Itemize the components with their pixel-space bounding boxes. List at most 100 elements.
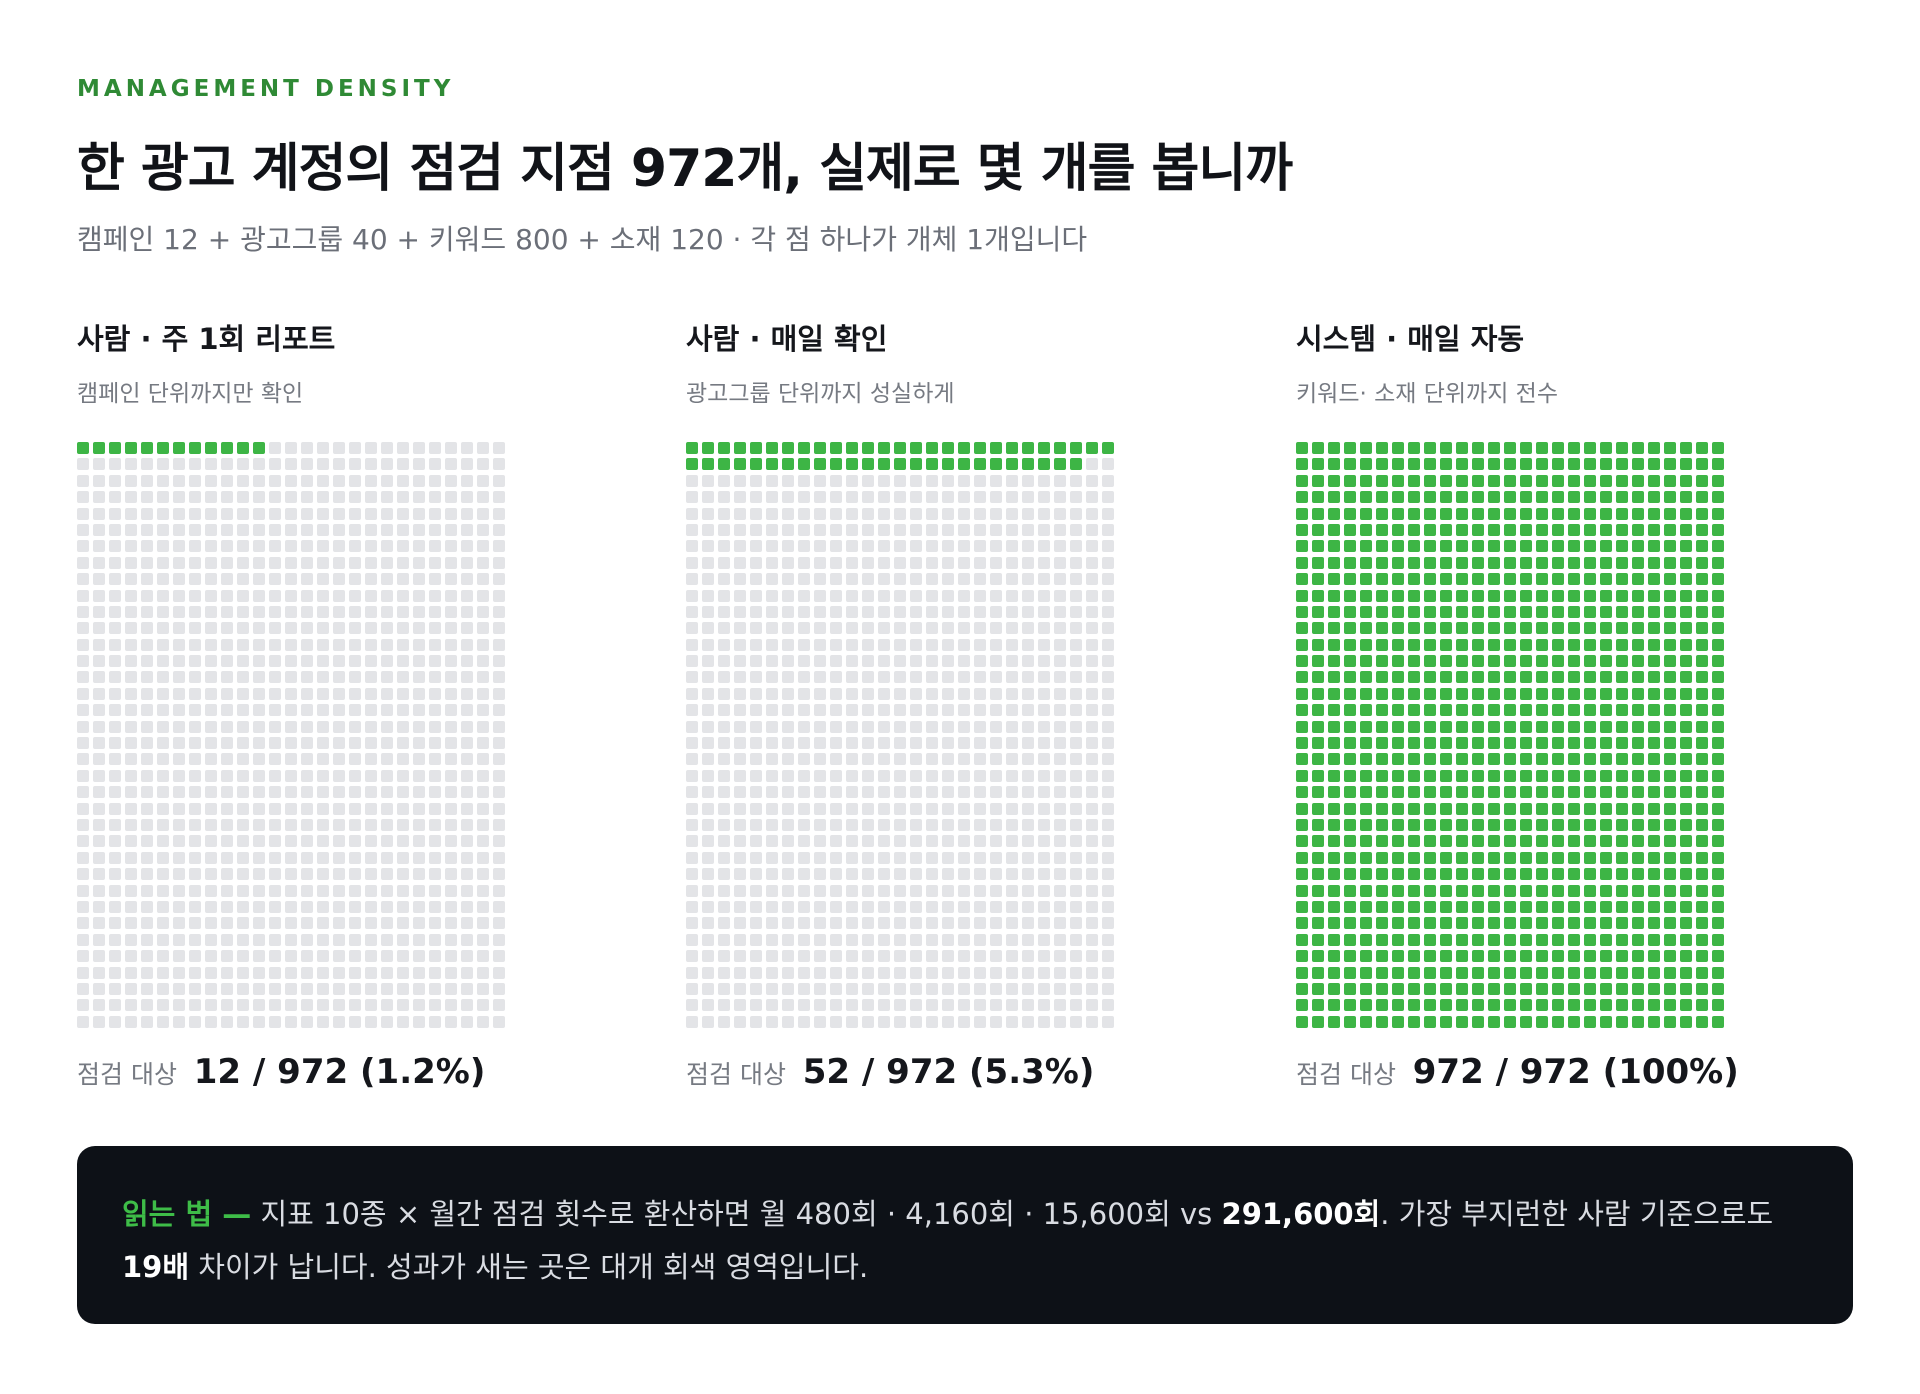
waffle-cell-unchecked [1070,573,1082,586]
waffle-cell-unchecked [1006,851,1018,864]
waffle-cell-unchecked [301,737,313,750]
waffle-cell-unchecked [734,589,746,602]
waffle-cell-unchecked [269,933,281,946]
waffle-cell-unchecked [798,966,810,979]
waffle-cell-unchecked [253,868,265,881]
waffle-cell-unchecked [846,966,858,979]
waffle-cell-checked [1504,704,1516,717]
waffle-cell-unchecked [429,474,441,487]
waffle-cell-checked [1712,966,1724,979]
waffle-cell-unchecked [477,540,489,553]
waffle-cell-checked [1488,917,1500,930]
waffle-cell-checked [1712,671,1724,684]
waffle-cell-unchecked [798,802,810,815]
waffle-cell-unchecked [77,900,89,913]
waffle-cell-unchecked [301,655,313,668]
waffle-cell-unchecked [1022,818,1034,831]
waffle-cell-unchecked [413,802,425,815]
waffle-cell-checked [1440,540,1452,553]
waffle-cell-checked [1616,523,1628,536]
waffle-cell-unchecked [766,622,778,635]
waffle-cell-checked [1520,605,1532,618]
waffle-cell-checked [1712,687,1724,700]
waffle-cell-checked [1520,638,1532,651]
waffle-cell-checked [1696,851,1708,864]
waffle-cell-checked [1504,753,1516,766]
waffle-cell-unchecked [1038,1015,1050,1028]
waffle-cell-checked [1344,540,1356,553]
waffle-cell-unchecked [269,802,281,815]
waffle-cell-unchecked [926,573,938,586]
waffle-cell-unchecked [782,835,794,848]
waffle-cell-unchecked [782,491,794,504]
waffle-cell-unchecked [926,491,938,504]
waffle-cell-unchecked [782,982,794,995]
waffle-cell-unchecked [686,933,698,946]
waffle-cell-checked [1584,950,1596,963]
waffle-cell-unchecked [1102,966,1114,979]
waffle-cell-unchecked [477,442,489,454]
panel-subtitle: 광고그룹 단위까지 성실하게 [686,381,955,407]
waffle-cell-checked [1392,458,1404,471]
waffle-cell-unchecked [782,720,794,733]
waffle-cell-unchecked [461,982,473,995]
waffle-cell-unchecked [990,753,1002,766]
waffle-cell-unchecked [429,900,441,913]
waffle-cell-unchecked [1086,868,1098,881]
waffle-cell-unchecked [958,835,970,848]
waffle-cell-unchecked [686,556,698,569]
waffle-cell-checked [1552,589,1564,602]
waffle-cell-unchecked [381,884,393,897]
waffle-cell-checked [1488,622,1500,635]
waffle-cell-checked [1392,556,1404,569]
waffle-cell-checked [1392,769,1404,782]
waffle-cell-unchecked [990,884,1002,897]
waffle-cell-checked [1520,458,1532,471]
waffle-cell-unchecked [461,474,473,487]
waffle-cell-unchecked [189,720,201,733]
waffle-cell-unchecked [317,605,329,618]
waffle-cell-unchecked [301,884,313,897]
waffle-cell-checked [1440,589,1452,602]
waffle-cell-checked [1328,573,1340,586]
waffle-cell-unchecked [477,753,489,766]
waffle-cell-unchecked [253,835,265,848]
waffle-cell-checked [1648,982,1660,995]
waffle-cell-unchecked [429,868,441,881]
waffle-cell-unchecked [205,720,217,733]
waffle-cell-checked [1680,835,1692,848]
waffle-cell-unchecked [814,950,826,963]
waffle-cell-unchecked [237,638,249,651]
waffle-cell-unchecked [702,622,714,635]
waffle-cell-unchecked [109,769,121,782]
waffle-cell-unchecked [702,900,714,913]
waffle-cell-checked [1680,884,1692,897]
waffle-cell-unchecked [814,622,826,635]
waffle-cell-checked [1520,917,1532,930]
waffle-cell-checked [1488,605,1500,618]
waffle-cell-unchecked [445,704,457,717]
waffle-cell-checked [1360,458,1372,471]
waffle-cell-unchecked [942,655,954,668]
waffle-cell-unchecked [141,507,153,520]
waffle-cell-unchecked [285,851,297,864]
waffle-cell-checked [1504,884,1516,897]
waffle-cell-checked [125,442,137,454]
waffle-cell-unchecked [477,900,489,913]
waffle-cell-unchecked [205,851,217,864]
waffle-cell-checked [1408,589,1420,602]
waffle-cell-unchecked [830,933,842,946]
waffle-cell-checked [1552,982,1564,995]
waffle-cell-unchecked [365,687,377,700]
waffle-cell-unchecked [381,737,393,750]
waffle-cell-checked [1456,933,1468,946]
waffle-cell-unchecked [205,622,217,635]
waffle-cell-checked [1440,491,1452,504]
waffle-cell-unchecked [1038,655,1050,668]
waffle-cell-unchecked [205,507,217,520]
waffle-cell-unchecked [493,753,505,766]
waffle-cell-unchecked [1070,540,1082,553]
waffle-cell-unchecked [846,622,858,635]
waffle-cell-checked [1568,950,1580,963]
panel-footer: 점검 대상 52 / 972 (5.3%) [686,1052,1094,1092]
